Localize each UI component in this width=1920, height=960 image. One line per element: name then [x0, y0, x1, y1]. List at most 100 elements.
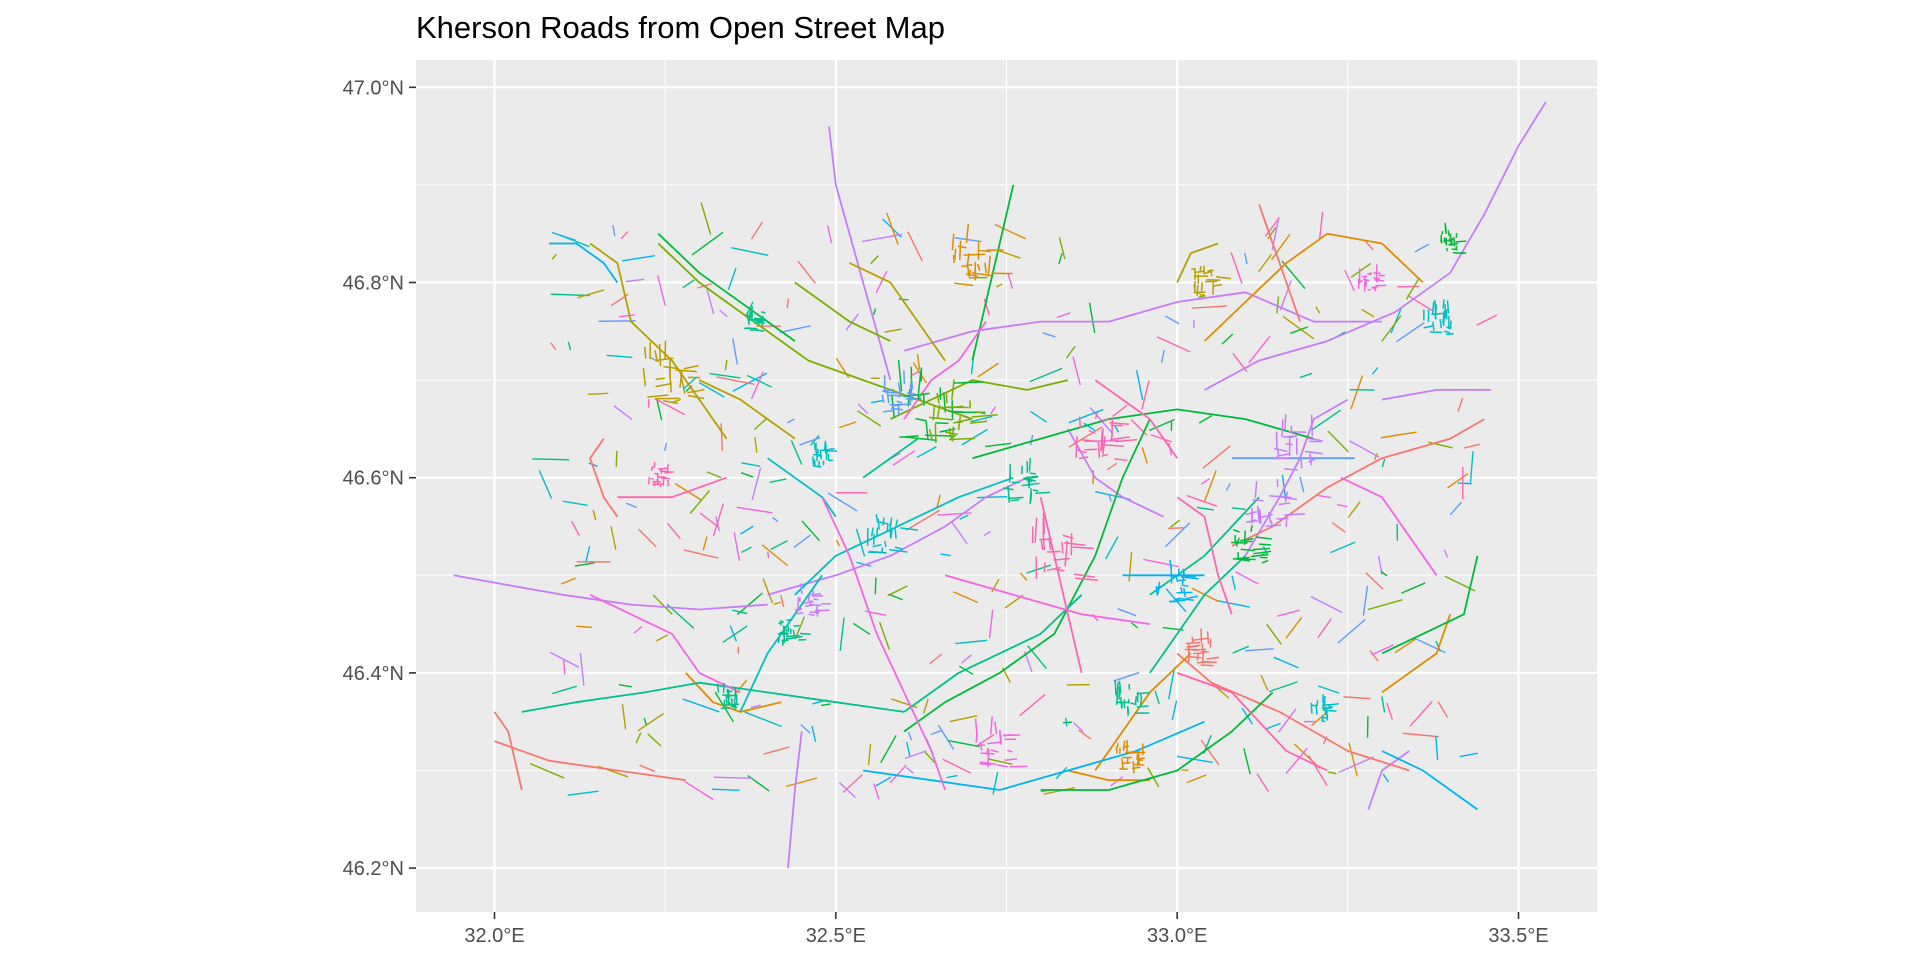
street-segment	[957, 416, 962, 431]
road-segment	[793, 534, 811, 549]
street-segment	[1053, 557, 1070, 561]
street-segment	[666, 464, 669, 472]
road-segment	[689, 489, 711, 514]
street-segment	[1446, 326, 1452, 329]
street-segment	[683, 364, 699, 370]
road-segment	[1347, 501, 1361, 519]
road-segment	[961, 428, 988, 446]
road-segment	[1068, 426, 1103, 448]
street-segment	[803, 600, 815, 605]
road-segment	[922, 698, 929, 714]
street-segment	[1261, 559, 1269, 564]
street-segment	[996, 764, 1008, 768]
road-segment	[532, 458, 570, 461]
street-segment	[1304, 450, 1323, 455]
road-segment	[1266, 623, 1282, 645]
street-segment	[917, 370, 922, 399]
road-segment	[619, 314, 635, 318]
street-segment	[655, 377, 666, 381]
road-segment	[988, 758, 1013, 765]
road-segment	[656, 399, 663, 421]
road-segment	[1231, 575, 1236, 590]
road-segment	[610, 526, 617, 550]
street-segment	[647, 476, 651, 485]
street-segment	[957, 245, 967, 249]
street-segment	[1250, 525, 1253, 532]
street-segment	[1367, 288, 1372, 291]
street-segment	[1004, 758, 1018, 761]
road-segment	[835, 539, 841, 547]
road-line	[1149, 496, 1260, 596]
y-tick-label: 46.8°N	[343, 273, 404, 295]
street-segment	[797, 611, 804, 615]
street-segment	[1115, 438, 1138, 443]
street-segment	[977, 263, 981, 271]
street-segment	[1240, 537, 1254, 542]
road-segment	[1027, 645, 1048, 670]
town-street-grid	[1075, 412, 1138, 462]
road-segment	[1273, 656, 1299, 669]
street-segment	[1134, 696, 1138, 705]
street-segment	[1371, 286, 1377, 290]
road-segment	[652, 594, 673, 615]
street-segment	[1034, 517, 1038, 543]
road-segment	[567, 790, 599, 796]
street-segment	[779, 631, 785, 634]
street-segment	[1114, 680, 1117, 696]
road-line	[821, 496, 946, 791]
road-segment	[1285, 617, 1303, 639]
street-segment	[886, 524, 889, 531]
town-street-grid	[1231, 525, 1272, 564]
street-segment	[657, 467, 662, 471]
road-segment	[1414, 243, 1430, 253]
street-segment	[1055, 568, 1065, 572]
road-line	[1231, 418, 1485, 547]
road-segment	[1394, 638, 1417, 654]
street-segment	[1185, 641, 1201, 645]
street-segment	[1042, 532, 1045, 551]
road-segment	[1338, 756, 1374, 774]
road-segment	[857, 410, 882, 427]
street-segment	[875, 514, 879, 523]
road-line	[521, 681, 905, 713]
road-segment	[905, 766, 914, 774]
road-segment	[977, 362, 999, 378]
street-segment	[1374, 279, 1385, 282]
street-segment	[959, 240, 962, 261]
street-segment	[813, 459, 816, 466]
road-segment	[996, 249, 1021, 259]
road-segment	[655, 398, 686, 416]
road-segment	[1244, 252, 1248, 265]
street-segment	[1040, 540, 1044, 551]
street-segment	[1024, 476, 1039, 480]
street-segment	[785, 628, 788, 638]
street-segment	[1316, 700, 1319, 707]
town-street-grid	[866, 514, 918, 554]
street-segment	[1185, 575, 1196, 578]
street-segment	[1094, 412, 1099, 419]
road-segment	[870, 255, 879, 265]
street-segment	[1021, 482, 1040, 487]
road-segment	[750, 371, 764, 400]
street-segment	[1043, 562, 1046, 573]
street-segment	[925, 421, 929, 439]
road-segment	[1191, 305, 1228, 309]
street-segment	[809, 599, 812, 606]
street-segment	[1032, 489, 1039, 492]
road-segment	[1141, 447, 1148, 464]
street-segment	[778, 620, 785, 625]
road-segment	[1141, 380, 1150, 410]
street-segment	[979, 761, 997, 765]
street-segment	[1206, 656, 1220, 660]
street-segment	[1265, 524, 1282, 528]
road-segment	[937, 724, 955, 751]
street-segment	[1199, 265, 1202, 271]
road-segment	[1405, 277, 1420, 300]
street-segment	[675, 369, 697, 373]
road-line	[1367, 750, 1410, 810]
road-line	[698, 379, 796, 440]
road-segment	[549, 651, 580, 668]
street-segment	[953, 421, 963, 424]
street-segment	[1446, 300, 1450, 314]
road-segment	[740, 525, 754, 535]
